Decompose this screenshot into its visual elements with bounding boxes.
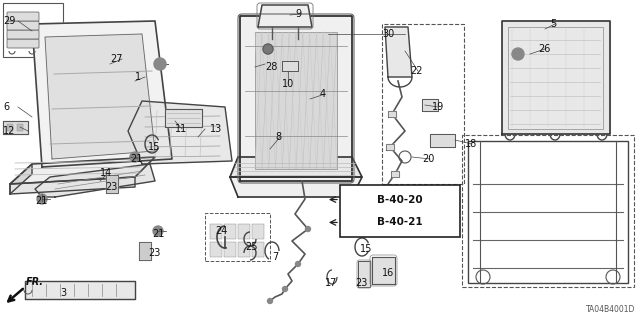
Text: 25: 25 bbox=[245, 242, 257, 252]
Polygon shape bbox=[25, 281, 135, 299]
Polygon shape bbox=[422, 99, 438, 111]
Polygon shape bbox=[388, 191, 396, 197]
Polygon shape bbox=[282, 61, 298, 71]
Polygon shape bbox=[3, 121, 28, 134]
Bar bbox=[255, 32, 337, 169]
Text: 26: 26 bbox=[538, 44, 550, 54]
Polygon shape bbox=[430, 134, 455, 147]
Text: 29: 29 bbox=[3, 16, 15, 26]
Wedge shape bbox=[154, 58, 166, 70]
Text: TA04B4001D: TA04B4001D bbox=[586, 305, 635, 314]
Text: 23: 23 bbox=[148, 248, 161, 258]
Circle shape bbox=[130, 152, 140, 162]
Polygon shape bbox=[230, 157, 362, 177]
Bar bbox=[508, 27, 603, 129]
Polygon shape bbox=[32, 21, 172, 167]
Polygon shape bbox=[388, 111, 396, 117]
Text: 20: 20 bbox=[422, 154, 435, 164]
Text: 27: 27 bbox=[110, 54, 122, 64]
Polygon shape bbox=[358, 261, 370, 287]
Polygon shape bbox=[230, 177, 362, 197]
Circle shape bbox=[296, 262, 301, 266]
Text: 28: 28 bbox=[265, 62, 277, 72]
Polygon shape bbox=[139, 242, 151, 260]
FancyBboxPatch shape bbox=[7, 21, 39, 30]
Bar bbox=[3, 3, 63, 57]
Polygon shape bbox=[10, 157, 155, 184]
Circle shape bbox=[305, 226, 310, 232]
Polygon shape bbox=[45, 34, 155, 159]
Bar bbox=[7, 124, 13, 131]
Polygon shape bbox=[165, 109, 202, 127]
Text: 12: 12 bbox=[3, 126, 15, 136]
Bar bbox=[238, 224, 250, 239]
Polygon shape bbox=[10, 177, 135, 194]
Text: 21: 21 bbox=[35, 196, 47, 206]
Circle shape bbox=[282, 286, 287, 292]
Bar bbox=[210, 224, 222, 239]
Bar bbox=[210, 242, 222, 257]
Circle shape bbox=[153, 226, 163, 236]
Bar bbox=[340, 185, 460, 237]
Text: 4: 4 bbox=[320, 89, 326, 99]
Polygon shape bbox=[391, 171, 399, 177]
Text: 22: 22 bbox=[410, 66, 422, 76]
Circle shape bbox=[268, 299, 273, 303]
Polygon shape bbox=[386, 144, 394, 150]
Text: 14: 14 bbox=[100, 168, 112, 178]
Polygon shape bbox=[35, 164, 155, 197]
Text: 15: 15 bbox=[360, 244, 372, 254]
FancyBboxPatch shape bbox=[7, 30, 39, 39]
Circle shape bbox=[263, 44, 273, 54]
Polygon shape bbox=[502, 21, 610, 134]
Circle shape bbox=[512, 48, 524, 60]
Text: 7: 7 bbox=[272, 252, 278, 262]
Text: 8: 8 bbox=[275, 132, 281, 142]
Bar bbox=[382, 24, 464, 184]
Text: 30: 30 bbox=[382, 29, 394, 39]
Bar bbox=[238, 242, 250, 257]
Polygon shape bbox=[240, 16, 352, 181]
Text: 11: 11 bbox=[175, 124, 188, 134]
Bar bbox=[462, 135, 634, 287]
Bar bbox=[252, 224, 264, 239]
Polygon shape bbox=[10, 164, 32, 194]
Text: 3: 3 bbox=[60, 288, 66, 298]
Polygon shape bbox=[385, 27, 412, 77]
Polygon shape bbox=[128, 101, 232, 164]
Polygon shape bbox=[258, 5, 312, 27]
Text: 17: 17 bbox=[325, 278, 337, 288]
Text: B-40-20: B-40-20 bbox=[377, 195, 423, 204]
Text: 6: 6 bbox=[3, 102, 9, 112]
FancyBboxPatch shape bbox=[7, 39, 39, 48]
Bar bbox=[205, 213, 270, 261]
Circle shape bbox=[37, 194, 47, 204]
Text: 18: 18 bbox=[465, 139, 477, 149]
Text: FR.: FR. bbox=[26, 277, 44, 287]
Text: 19: 19 bbox=[432, 102, 444, 112]
Text: 15: 15 bbox=[148, 142, 161, 152]
Text: 13: 13 bbox=[210, 124, 222, 134]
Text: 16: 16 bbox=[382, 268, 394, 278]
Text: 23: 23 bbox=[355, 278, 367, 288]
Text: 24: 24 bbox=[215, 226, 227, 236]
Bar bbox=[252, 242, 264, 257]
Bar bbox=[17, 124, 23, 131]
Text: 10: 10 bbox=[282, 79, 294, 89]
Bar bbox=[224, 224, 236, 239]
Bar bbox=[224, 242, 236, 257]
Text: B-40-21: B-40-21 bbox=[377, 218, 423, 227]
Text: 5: 5 bbox=[550, 19, 556, 29]
Text: 21: 21 bbox=[152, 229, 164, 239]
Text: 1: 1 bbox=[135, 72, 141, 82]
Text: 9: 9 bbox=[295, 9, 301, 19]
Bar bbox=[468, 141, 628, 283]
Polygon shape bbox=[106, 175, 118, 193]
FancyBboxPatch shape bbox=[7, 12, 39, 21]
Text: 21: 21 bbox=[130, 154, 142, 164]
Polygon shape bbox=[372, 257, 395, 284]
Text: 23: 23 bbox=[105, 182, 117, 192]
